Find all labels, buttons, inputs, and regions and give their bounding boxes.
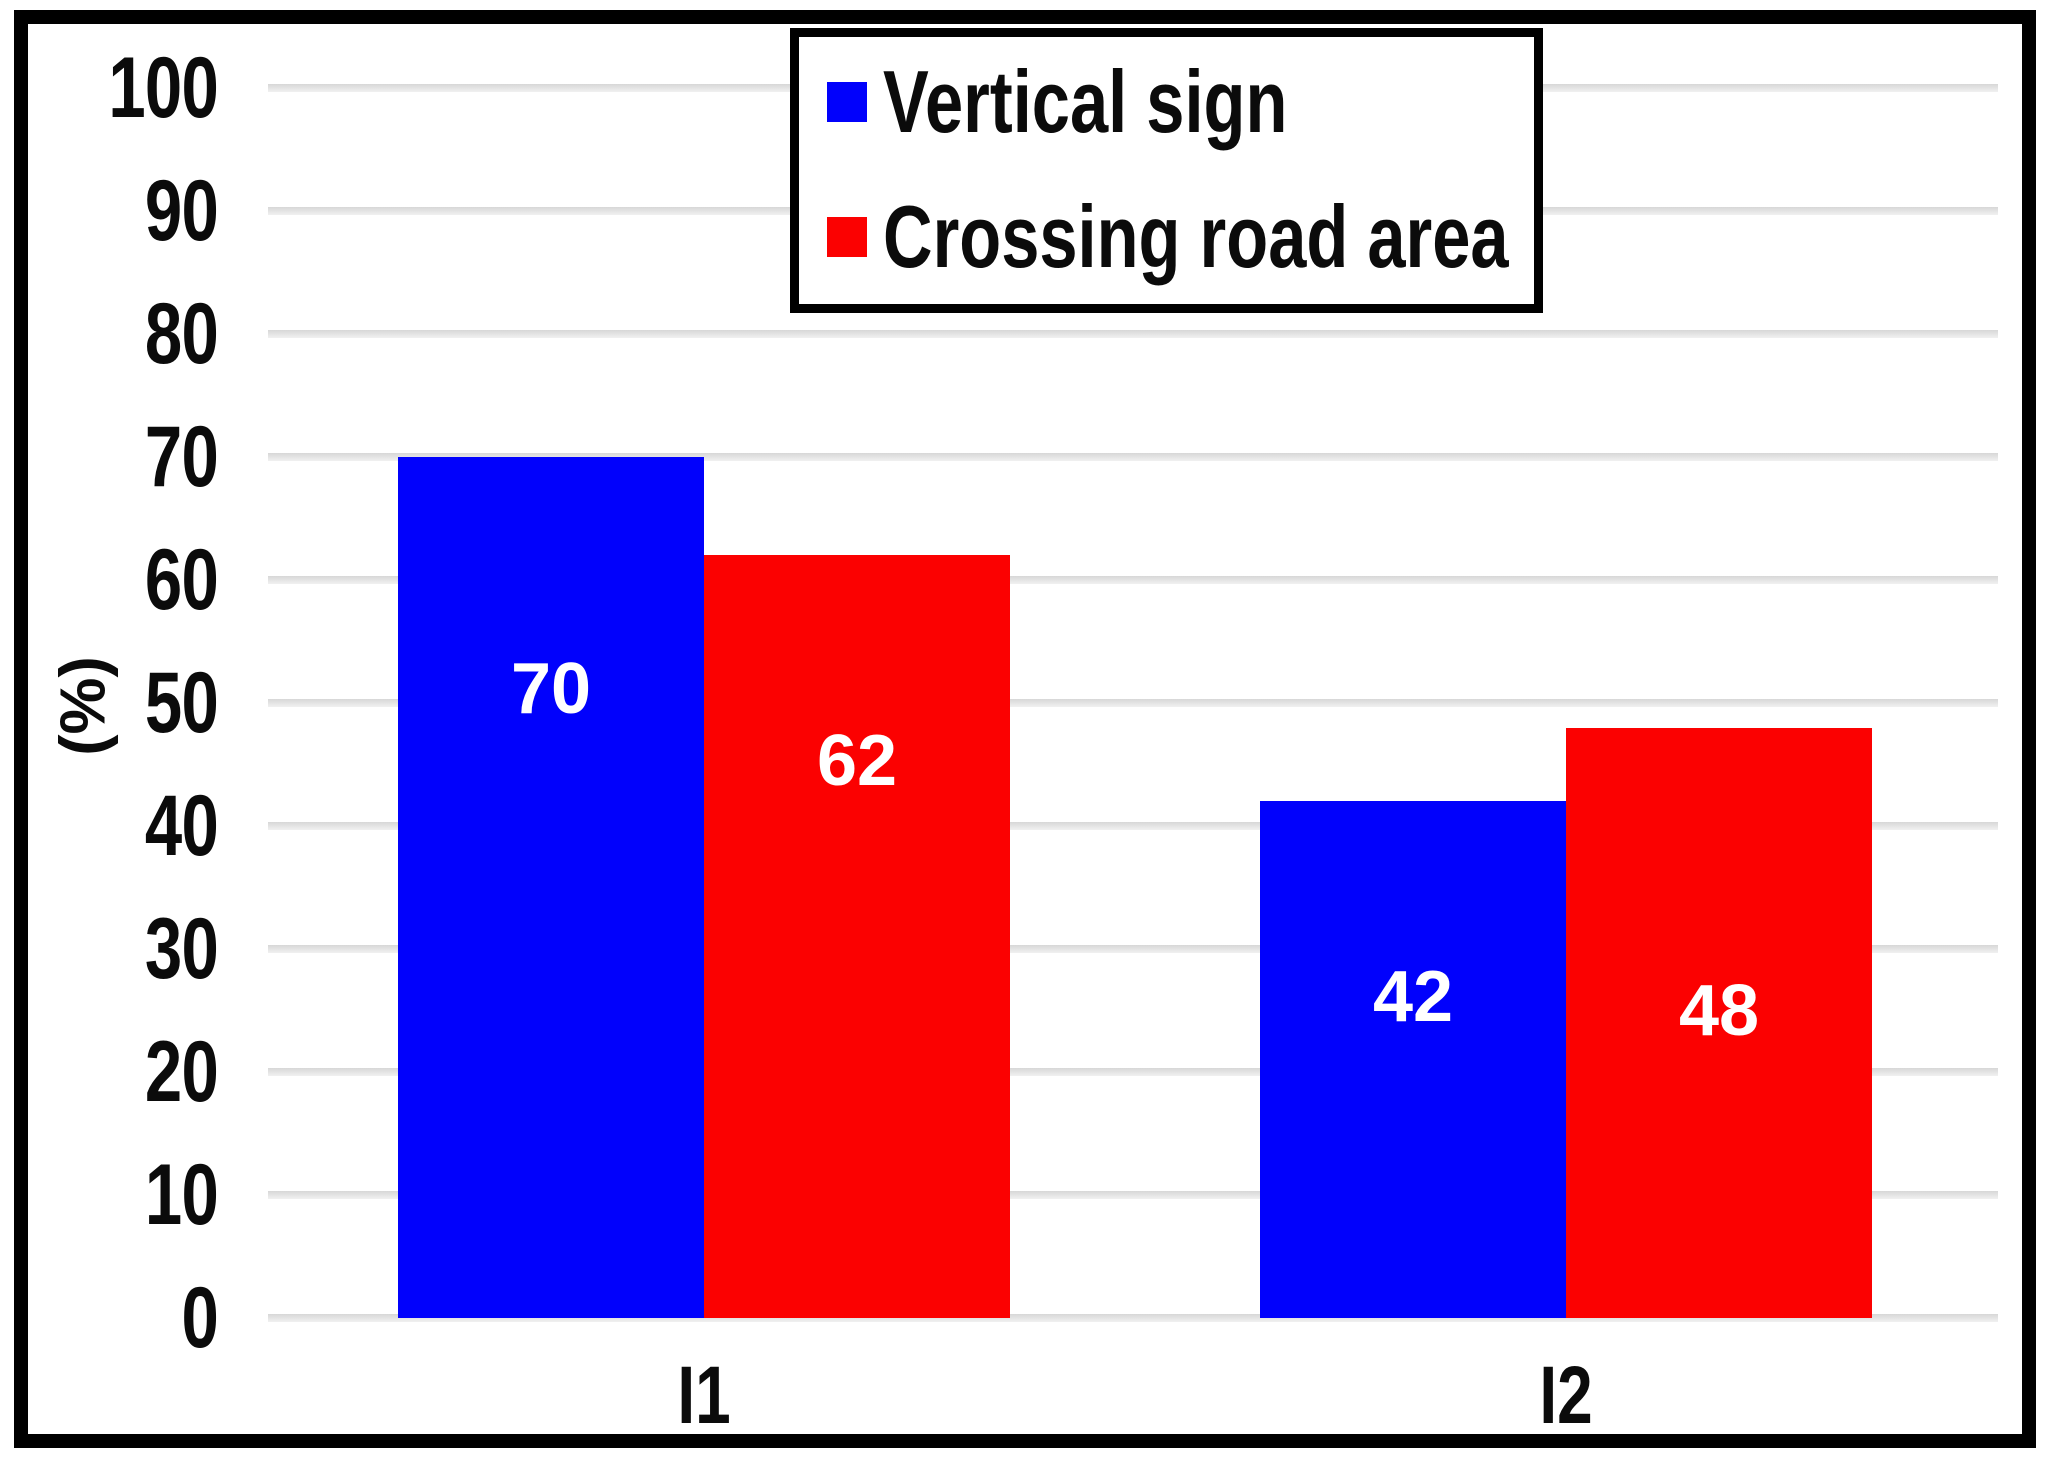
y-tick-label-20: 20 <box>144 1024 219 1120</box>
gridline-20 <box>268 1068 1998 1076</box>
y-tick-label-50: 50 <box>144 655 219 751</box>
legend: Vertical sign Crossing road area <box>790 28 1543 313</box>
gridline-40 <box>268 822 1998 830</box>
gridline-70 <box>268 453 1998 461</box>
bar-i1-vertical-sign: 70 <box>398 457 704 1318</box>
bar-value-label: 62 <box>816 721 898 801</box>
x-category-label-i2: I2 <box>1539 1350 1593 1441</box>
y-tick-label-10: 10 <box>144 1147 219 1243</box>
bar-value-label: 48 <box>1678 971 1760 1051</box>
gridline-80 <box>268 330 1998 338</box>
bar-i2-vertical-sign: 42 <box>1260 801 1566 1318</box>
legend-label-vertical-sign: Vertical sign <box>883 52 1288 151</box>
y-tick-label-30: 30 <box>144 901 219 997</box>
gridline-50 <box>268 699 1998 707</box>
legend-swatch-blue-icon <box>827 82 867 122</box>
y-tick-label-90: 90 <box>144 163 219 259</box>
gridline-60 <box>268 576 1998 584</box>
y-tick-label-60: 60 <box>144 532 219 628</box>
bar-value-label: 42 <box>1372 957 1454 1037</box>
y-tick-label-70: 70 <box>144 409 219 505</box>
bar-i2-crossing-road-area: 48 <box>1566 728 1872 1318</box>
y-tick-label-80: 80 <box>144 286 219 382</box>
gridline-0 <box>268 1314 1998 1322</box>
y-tick-label-0: 0 <box>181 1270 218 1366</box>
bar-value-label: 70 <box>510 649 592 729</box>
bar-i1-crossing-road-area: 62 <box>704 555 1010 1318</box>
legend-swatch-red-icon <box>827 217 867 257</box>
gridline-30 <box>268 945 1998 953</box>
y-tick-label-100: 100 <box>108 40 218 136</box>
legend-item-vertical-sign: Vertical sign <box>827 52 1401 151</box>
gridline-10 <box>268 1191 1998 1199</box>
x-category-label-i1: I1 <box>677 1350 731 1441</box>
y-tick-label-40: 40 <box>144 778 219 874</box>
legend-item-crossing-road-area: Crossing road area <box>827 187 1685 286</box>
legend-label-crossing-road-area: Crossing road area <box>883 187 1509 286</box>
